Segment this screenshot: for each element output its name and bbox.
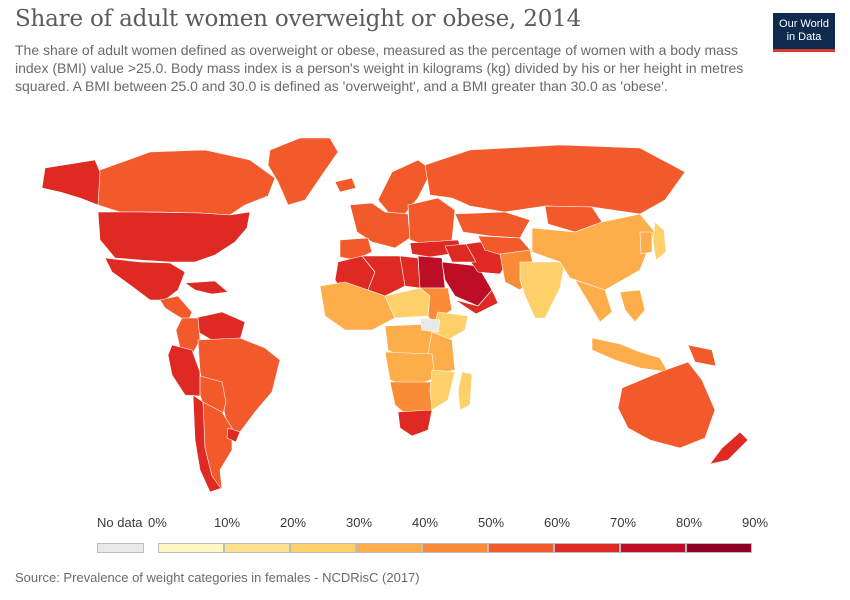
country-canada[interactable] (91, 149, 276, 216)
legend-tick-label: 40% (412, 515, 439, 530)
legend-no-data-label: No data (97, 515, 143, 530)
country-papua-new-guinea[interactable] (687, 344, 717, 367)
legend-tick-label: 10% (214, 515, 241, 530)
legend-tick-label: 60% (544, 515, 571, 530)
country-caribbean[interactable] (184, 280, 229, 295)
legend-swatch[interactable] (158, 543, 224, 553)
owid-logo[interactable]: Our World in Data (773, 13, 835, 52)
legend-tick-label: 30% (346, 515, 373, 530)
logo-line-2: in Data (786, 31, 822, 43)
country-madagascar[interactable] (457, 371, 473, 411)
legend-tick-label: 90% (742, 515, 769, 530)
country-layer (41, 137, 749, 493)
legend-swatch[interactable] (554, 543, 620, 553)
legend-swatch[interactable] (224, 543, 290, 553)
country-eastern-europe[interactable] (407, 197, 456, 248)
country-egypt[interactable] (417, 255, 446, 289)
country-peru-ecuador[interactable] (167, 344, 201, 397)
chart-title: Share of adult women overweight or obese… (15, 6, 582, 32)
country-kazakhstan[interactable] (454, 211, 531, 239)
legend-tick-label: 20% (280, 515, 307, 530)
country-japan[interactable] (652, 221, 667, 261)
country-mexico[interactable] (104, 257, 186, 301)
legend-swatch[interactable] (290, 543, 356, 553)
logo-line-1: Our World (779, 18, 829, 30)
legend-tick-label: 70% (610, 515, 637, 530)
country-argentina[interactable] (202, 401, 233, 491)
country-iraq-syria[interactable] (444, 243, 477, 263)
legend-tick-label: 50% (478, 515, 505, 530)
legend-swatch[interactable] (488, 543, 554, 553)
legend-swatch[interactable] (620, 543, 686, 553)
country-iceland[interactable] (334, 177, 357, 193)
country-philippines[interactable] (619, 289, 646, 323)
country-korea[interactable] (639, 231, 653, 255)
source-note[interactable]: Source: Prevalence of weight categories … (15, 570, 420, 585)
country-uruguay[interactable] (226, 427, 241, 443)
country-india[interactable] (519, 261, 566, 319)
country-yemen-oman[interactable] (454, 289, 499, 315)
country-australia[interactable] (617, 361, 716, 449)
legend-no-data-swatch[interactable] (97, 543, 144, 553)
country-russia[interactable] (424, 144, 686, 215)
country-southeast-asia[interactable] (574, 279, 613, 323)
country-china[interactable] (531, 213, 656, 291)
legend-swatch[interactable] (422, 543, 488, 553)
legend-tick-label: 80% (676, 515, 703, 530)
country-south-africa[interactable] (397, 409, 433, 437)
country-venezuela-guianas[interactable] (194, 311, 246, 343)
country-greenland[interactable] (267, 137, 339, 206)
country-alaska[interactable] (41, 159, 101, 206)
country-mozambique[interactable] (429, 369, 456, 411)
country-united-states[interactable] (97, 211, 251, 263)
legend-tick-label: 0% (148, 515, 167, 530)
legend-color-ramp (158, 543, 752, 553)
legend-swatch[interactable] (686, 543, 752, 553)
country-new-zealand[interactable] (709, 431, 749, 465)
country-indonesia[interactable] (591, 337, 669, 373)
country-somalia[interactable] (419, 317, 441, 333)
chart-subtitle: The share of adult women defined as over… (15, 42, 744, 94)
legend-swatch[interactable] (356, 543, 422, 553)
